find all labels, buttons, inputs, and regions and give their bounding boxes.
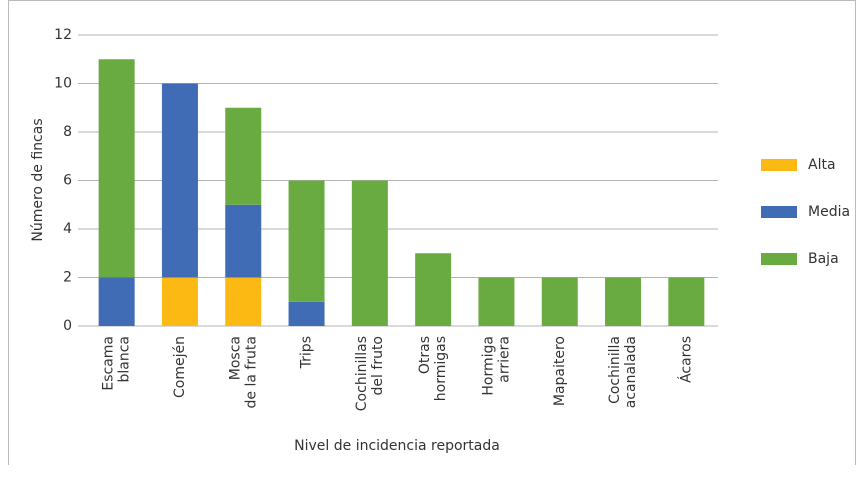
bar-segment <box>98 277 135 326</box>
x-tick-label: Comején <box>172 336 188 398</box>
bar-segment <box>161 83 198 278</box>
y-axis-title: Número de fincas <box>30 118 46 241</box>
bar-segment <box>225 204 262 278</box>
x-tick-label: Otrashormigas <box>417 336 449 401</box>
y-tick-label: 4 <box>63 221 72 237</box>
legend-swatch <box>761 159 797 171</box>
x-tick-label: Escamablanca <box>101 336 133 391</box>
bar-segment <box>415 253 452 326</box>
x-tick-label: Trips <box>299 336 315 369</box>
y-tick-label: 6 <box>63 173 72 189</box>
legend-swatch <box>761 253 797 265</box>
bar-segment <box>668 277 705 326</box>
bar-segment <box>605 277 642 326</box>
y-tick-label: 2 <box>63 270 72 286</box>
bar-segment <box>288 180 325 302</box>
legend-swatch <box>761 206 797 218</box>
x-tick-label: Hormigaarriera <box>480 336 512 396</box>
y-tick-label: 8 <box>63 124 72 140</box>
x-tick-label: Mapaitero <box>552 336 568 406</box>
bar-segment <box>541 277 578 326</box>
frame <box>8 0 856 465</box>
legend-label: Alta <box>808 157 836 173</box>
x-tick-label: Cochinillaacanalada <box>607 336 639 408</box>
bar-segment <box>351 180 388 326</box>
legend-label: Media <box>808 204 850 220</box>
x-axis-title: Nivel de incidencia reportada <box>294 438 500 454</box>
bar-segment <box>161 277 198 326</box>
legend-label: Baja <box>808 251 839 267</box>
bar-segment <box>478 277 515 326</box>
bar-segment <box>225 107 262 205</box>
y-tick-label: 12 <box>54 27 72 43</box>
bar-segment <box>98 59 135 278</box>
x-tick-label: Moscade la fruta <box>227 336 259 409</box>
bar-segment <box>225 277 262 326</box>
y-tick-label: 10 <box>54 76 72 92</box>
x-tick-label: Cochinillasdel fruto <box>354 336 386 411</box>
x-tick-label: Ácaros <box>677 336 694 383</box>
y-tick-label: 0 <box>63 318 72 334</box>
bar-segment <box>288 301 325 326</box>
